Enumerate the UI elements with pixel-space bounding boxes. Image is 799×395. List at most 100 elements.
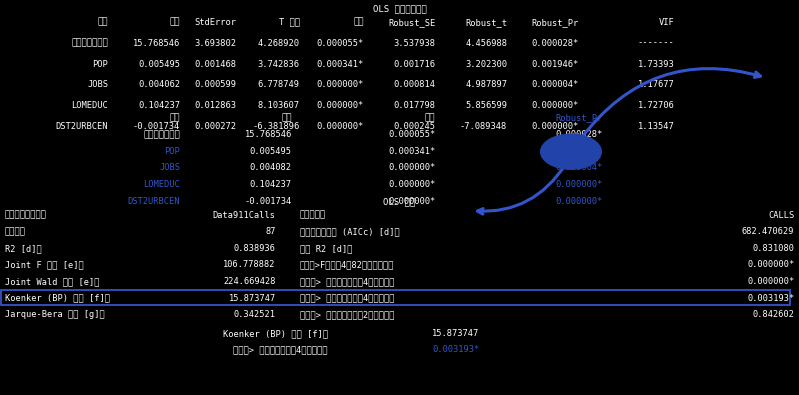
Text: -7.089348: -7.089348 <box>460 122 507 131</box>
Text: 0.104237: 0.104237 <box>250 180 292 189</box>
Text: 0.003193*: 0.003193* <box>747 293 794 303</box>
Text: 1.17677: 1.17677 <box>638 81 674 89</box>
Text: -6.381896: -6.381896 <box>252 122 300 131</box>
Text: 4.268920: 4.268920 <box>258 39 300 48</box>
Text: 0.000000*: 0.000000* <box>316 101 364 110</box>
Text: 0.012863: 0.012863 <box>194 101 236 110</box>
Text: 0.831080: 0.831080 <box>753 244 794 253</box>
Text: LOMEDUC: LOMEDUC <box>143 180 180 189</box>
Text: OLS 診断: OLS 診断 <box>384 198 415 207</box>
Text: 224.669428: 224.669428 <box>224 277 276 286</box>
Text: 3.537938: 3.537938 <box>393 39 435 48</box>
Text: 87: 87 <box>265 227 276 236</box>
Text: 0.000341*: 0.000341* <box>316 60 364 68</box>
Text: 0.000272: 0.000272 <box>194 122 236 131</box>
Text: StdError: StdError <box>194 18 236 27</box>
Text: Data911Calls: Data911Calls <box>213 211 276 220</box>
Text: 0.000000*: 0.000000* <box>555 180 603 189</box>
Text: 0.000814: 0.000814 <box>393 81 435 89</box>
Text: 観測数：: 観測数： <box>5 227 26 236</box>
Text: 682.470629: 682.470629 <box>741 227 794 236</box>
Text: CALLS: CALLS <box>768 211 794 220</box>
Text: 0.001946*: 0.001946* <box>555 147 603 156</box>
Text: 0.005495: 0.005495 <box>250 147 292 156</box>
Text: Robust_Pr: Robust_Pr <box>531 18 579 27</box>
Text: 確率（> カイ二乗）、（4）自由度：: 確率（> カイ二乗）、（4）自由度： <box>300 277 394 286</box>
Text: 従属変数：: 従属変数： <box>300 211 326 220</box>
Text: 変数: 変数 <box>97 18 109 27</box>
Text: 1.13547: 1.13547 <box>638 122 674 131</box>
Text: -------: ------- <box>638 39 674 48</box>
Text: 0.000004*: 0.000004* <box>555 164 603 173</box>
Text: 0.000000*: 0.000000* <box>747 260 794 269</box>
Text: 4.456988: 4.456988 <box>465 39 507 48</box>
Text: Joint Wald 統計 [e]：: Joint Wald 統計 [e]： <box>5 277 99 286</box>
Text: -0.001734: -0.001734 <box>244 197 292 206</box>
Ellipse shape <box>541 134 602 169</box>
Text: 3.742836: 3.742836 <box>258 60 300 68</box>
Text: 3.693802: 3.693802 <box>194 39 236 48</box>
Text: OLS 結果のサマリ: OLS 結果のサマリ <box>372 4 427 13</box>
Text: 赤池情報量基準 (AICc) [d]：: 赤池情報量基準 (AICc) [d]： <box>300 227 400 236</box>
Text: 0.001468: 0.001468 <box>194 60 236 68</box>
Text: 15.768546: 15.768546 <box>133 39 180 48</box>
Text: 5.856599: 5.856599 <box>465 101 507 110</box>
Text: 0.000245: 0.000245 <box>393 122 435 131</box>
Text: 確率（> カイ二乗）、（4）自由度：: 確率（> カイ二乗）、（4）自由度： <box>300 293 394 303</box>
Text: 0.003193*: 0.003193* <box>432 345 479 354</box>
Text: 0.000599: 0.000599 <box>194 81 236 89</box>
Text: POP: POP <box>93 60 109 68</box>
Text: 確率（> カイ二乗）、（2）自由度：: 確率（> カイ二乗）、（2）自由度： <box>300 310 394 319</box>
Text: JOBS: JOBS <box>159 164 180 173</box>
Text: 確率: 確率 <box>425 113 435 122</box>
Text: Joint F 統計 [e]：: Joint F 統計 [e]： <box>5 260 83 269</box>
Text: POP: POP <box>165 147 180 156</box>
Text: Robust_SE: Robust_SE <box>388 18 435 27</box>
Text: 0.104237: 0.104237 <box>138 101 180 110</box>
Text: 1.72706: 1.72706 <box>638 101 674 110</box>
Text: 係数: 係数 <box>169 18 180 27</box>
Text: 4.987897: 4.987897 <box>465 81 507 89</box>
Text: 0.001716: 0.001716 <box>393 60 435 68</box>
Text: 0.000028*: 0.000028* <box>555 130 603 139</box>
Text: 8.103607: 8.103607 <box>258 101 300 110</box>
Text: 0.000000*: 0.000000* <box>747 277 794 286</box>
Text: 15.873747: 15.873747 <box>229 293 276 303</box>
Text: 0.000000*: 0.000000* <box>555 197 603 206</box>
Text: 106.778882: 106.778882 <box>224 260 276 269</box>
Text: 0.838936: 0.838936 <box>234 244 276 253</box>
Text: 確率: 確率 <box>353 18 364 27</box>
Text: 1.73393: 1.73393 <box>638 60 674 68</box>
Text: DST2URBCEN: DST2URBCEN <box>128 197 180 206</box>
Text: 0.000004*: 0.000004* <box>531 81 579 89</box>
Text: 0.000055*: 0.000055* <box>316 39 364 48</box>
Text: R2 [d]：: R2 [d]： <box>5 244 42 253</box>
Text: 変数: 変数 <box>169 113 180 122</box>
Text: 入力フィーチャ：: 入力フィーチャ： <box>5 211 46 220</box>
Text: インターセプト: インターセプト <box>143 130 180 139</box>
Text: 0.004082: 0.004082 <box>250 164 292 173</box>
Text: 6.778749: 6.778749 <box>258 81 300 89</box>
Text: 0.017798: 0.017798 <box>393 101 435 110</box>
Text: 確率（> カイ二乗）、（4）自由度：: 確率（> カイ二乗）、（4）自由度： <box>233 345 328 354</box>
Text: Robust_Pr: Robust_Pr <box>555 113 603 122</box>
Text: 0.000000*: 0.000000* <box>316 122 364 131</box>
Text: 補正 R2 [d]：: 補正 R2 [d]： <box>300 244 352 253</box>
Text: JOBS: JOBS <box>87 81 109 89</box>
Text: 0.000055*: 0.000055* <box>388 130 435 139</box>
Text: 0.000000*: 0.000000* <box>531 101 579 110</box>
Text: 0.000000*: 0.000000* <box>316 81 364 89</box>
Text: DST2URBCEN: DST2URBCEN <box>56 122 109 131</box>
Text: 4: 4 <box>567 138 574 148</box>
Text: 0.004062: 0.004062 <box>138 81 180 89</box>
Text: T 統計: T 統計 <box>279 18 300 27</box>
Text: 0.000000*: 0.000000* <box>388 197 435 206</box>
Text: 0.000000*: 0.000000* <box>388 180 435 189</box>
Text: -0.001734: -0.001734 <box>133 122 180 131</box>
Text: 0.000341*: 0.000341* <box>388 147 435 156</box>
Text: 確率（>F）、（4、82）　自由度：: 確率（>F）、（4、82） 自由度： <box>300 260 394 269</box>
Text: 0.000000*: 0.000000* <box>388 164 435 173</box>
Text: Robust_t: Robust_t <box>465 18 507 27</box>
Text: 0.842602: 0.842602 <box>753 310 794 319</box>
Text: 15.873747: 15.873747 <box>432 329 479 338</box>
